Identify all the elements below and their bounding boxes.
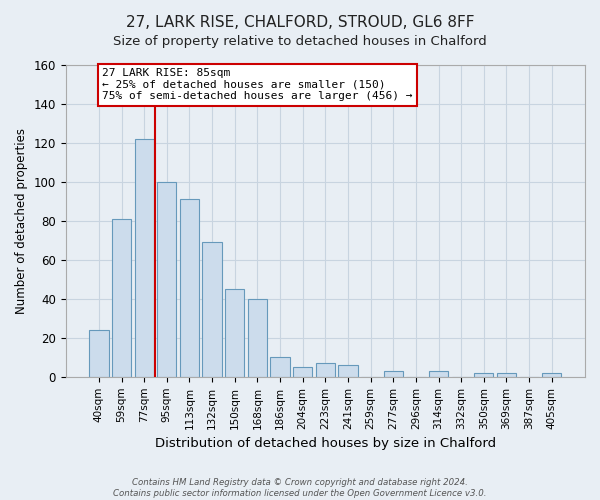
Bar	[202, 242, 222, 377]
Bar	[497, 373, 516, 377]
Bar	[89, 330, 109, 377]
Bar	[112, 219, 131, 377]
Text: Size of property relative to detached houses in Chalford: Size of property relative to detached ho…	[113, 35, 487, 48]
Text: 27, LARK RISE, CHALFORD, STROUD, GL6 8FF: 27, LARK RISE, CHALFORD, STROUD, GL6 8FF	[126, 15, 474, 30]
Bar	[271, 358, 290, 377]
Bar	[542, 373, 562, 377]
Bar	[338, 365, 358, 377]
Bar	[474, 373, 493, 377]
Y-axis label: Number of detached properties: Number of detached properties	[15, 128, 28, 314]
Bar	[248, 299, 267, 377]
Bar	[316, 363, 335, 377]
Bar	[429, 371, 448, 377]
Bar	[134, 139, 154, 377]
Bar	[180, 200, 199, 377]
Bar	[293, 367, 313, 377]
Bar	[225, 289, 244, 377]
Text: 27 LARK RISE: 85sqm
← 25% of detached houses are smaller (150)
75% of semi-detac: 27 LARK RISE: 85sqm ← 25% of detached ho…	[102, 68, 413, 102]
X-axis label: Distribution of detached houses by size in Chalford: Distribution of detached houses by size …	[155, 437, 496, 450]
Text: Contains HM Land Registry data © Crown copyright and database right 2024.
Contai: Contains HM Land Registry data © Crown c…	[113, 478, 487, 498]
Bar	[383, 371, 403, 377]
Bar	[157, 182, 176, 377]
